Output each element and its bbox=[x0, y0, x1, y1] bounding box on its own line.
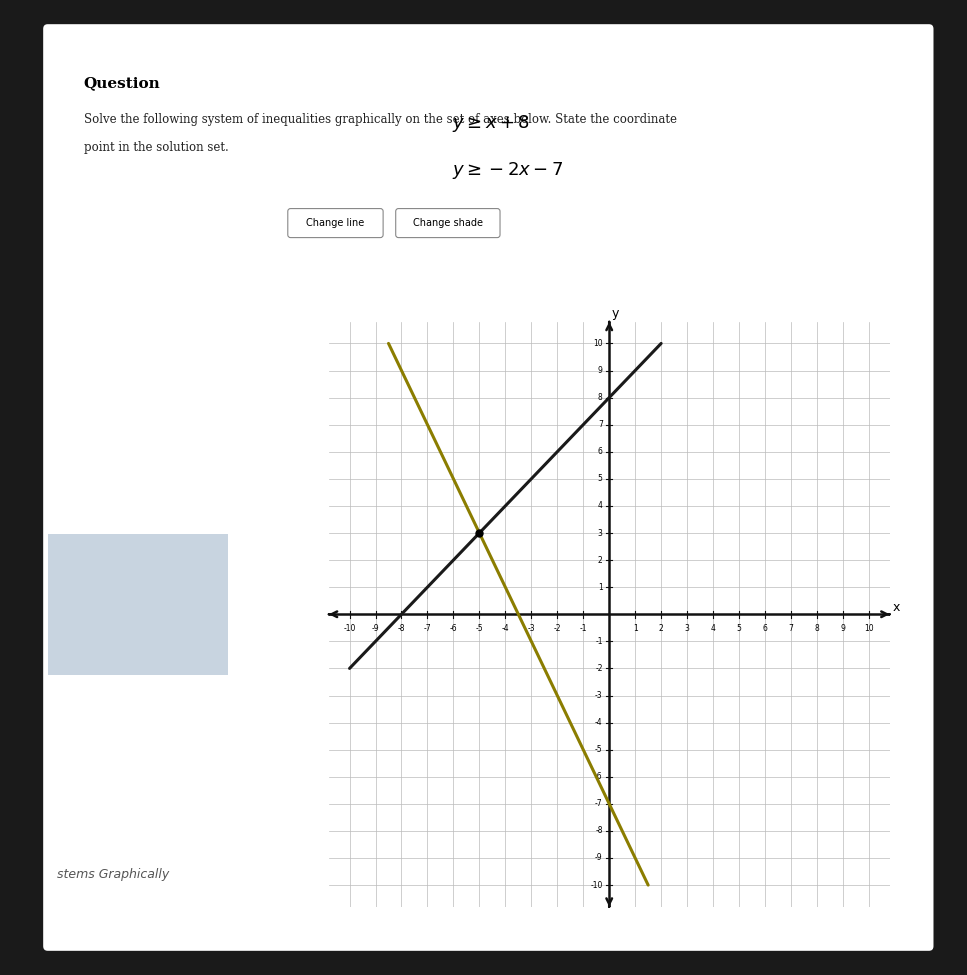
Text: -10: -10 bbox=[343, 624, 356, 633]
Text: 1: 1 bbox=[598, 583, 602, 592]
Text: -5: -5 bbox=[476, 624, 484, 633]
Text: -3: -3 bbox=[528, 624, 535, 633]
Text: 10: 10 bbox=[864, 624, 873, 633]
Text: -2: -2 bbox=[553, 624, 561, 633]
Text: -4: -4 bbox=[595, 718, 602, 727]
Text: 3: 3 bbox=[685, 624, 689, 633]
Text: -7: -7 bbox=[424, 624, 431, 633]
Text: -7: -7 bbox=[595, 800, 602, 808]
Text: $y \geq x + 8$: $y \geq x + 8$ bbox=[453, 113, 531, 135]
FancyBboxPatch shape bbox=[47, 534, 227, 675]
FancyBboxPatch shape bbox=[396, 209, 500, 238]
Text: 2: 2 bbox=[659, 624, 663, 633]
Text: 6: 6 bbox=[598, 448, 602, 456]
Text: 10: 10 bbox=[593, 339, 602, 348]
Text: -2: -2 bbox=[596, 664, 602, 673]
Text: 5: 5 bbox=[737, 624, 742, 633]
Text: 8: 8 bbox=[598, 393, 602, 402]
Text: -1: -1 bbox=[579, 624, 587, 633]
Text: 4: 4 bbox=[711, 624, 716, 633]
FancyBboxPatch shape bbox=[288, 209, 383, 238]
Text: 4: 4 bbox=[598, 501, 602, 511]
Text: y: y bbox=[612, 307, 620, 321]
Text: stems Graphically: stems Graphically bbox=[57, 868, 169, 880]
Text: -8: -8 bbox=[596, 827, 602, 836]
Text: x: x bbox=[893, 601, 899, 614]
Text: -4: -4 bbox=[502, 624, 510, 633]
FancyBboxPatch shape bbox=[44, 24, 933, 951]
Text: -3: -3 bbox=[595, 691, 602, 700]
Text: -9: -9 bbox=[595, 853, 602, 863]
Text: -10: -10 bbox=[590, 880, 602, 889]
Text: 7: 7 bbox=[598, 420, 602, 429]
Text: Question: Question bbox=[84, 76, 161, 90]
Text: point in the solution set.: point in the solution set. bbox=[84, 141, 228, 154]
Text: -6: -6 bbox=[450, 624, 457, 633]
Text: 1: 1 bbox=[632, 624, 637, 633]
Text: -5: -5 bbox=[595, 745, 602, 755]
Text: -6: -6 bbox=[595, 772, 602, 781]
Text: Change shade: Change shade bbox=[413, 218, 483, 228]
Text: 7: 7 bbox=[788, 624, 793, 633]
Text: -9: -9 bbox=[371, 624, 379, 633]
Text: -8: -8 bbox=[397, 624, 405, 633]
Text: 8: 8 bbox=[814, 624, 819, 633]
Text: 9: 9 bbox=[840, 624, 845, 633]
Text: Change line: Change line bbox=[307, 218, 365, 228]
Text: 9: 9 bbox=[598, 366, 602, 375]
Text: Solve the following system of inequalities graphically on the set of axes below.: Solve the following system of inequaliti… bbox=[84, 113, 677, 126]
Text: 6: 6 bbox=[763, 624, 768, 633]
Text: 3: 3 bbox=[598, 528, 602, 537]
Text: -1: -1 bbox=[596, 637, 602, 645]
Text: 2: 2 bbox=[598, 556, 602, 565]
Text: $y \geq -2x - 7$: $y \geq -2x - 7$ bbox=[453, 160, 564, 181]
Text: 5: 5 bbox=[598, 474, 602, 484]
